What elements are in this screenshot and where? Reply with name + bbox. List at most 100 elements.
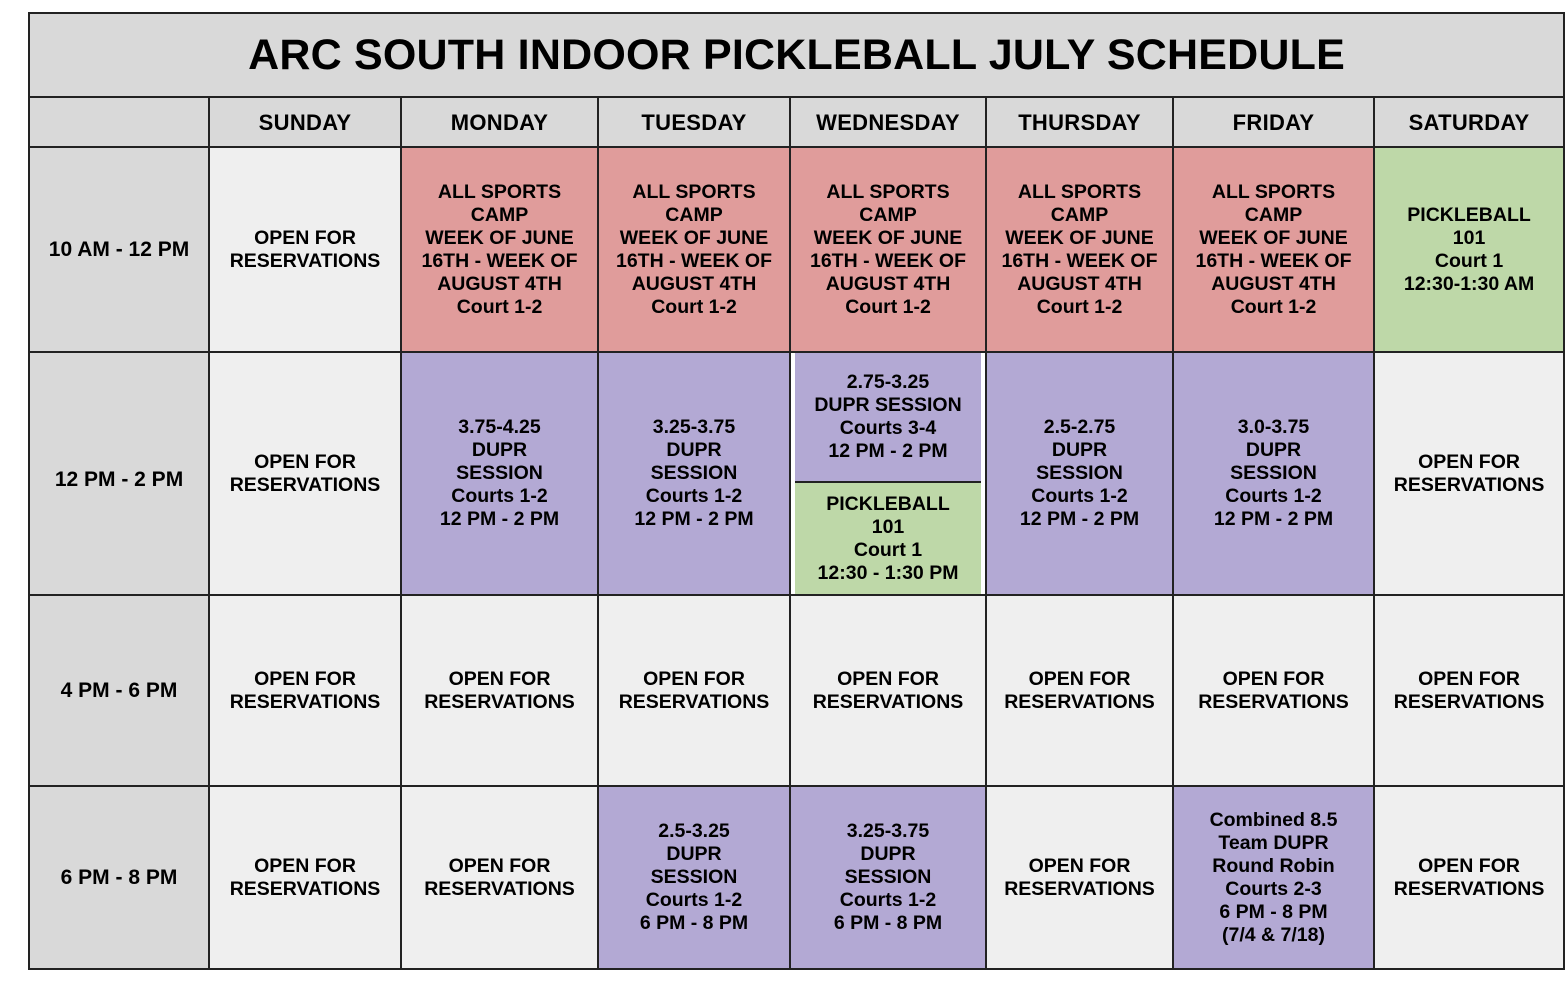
cell-sunday-10am: OPEN FOR RESERVATIONS [208, 146, 402, 353]
cell-text-line: OPEN FOR [837, 667, 939, 690]
cell-text-line: Team DUPR [1218, 831, 1329, 854]
day-header-friday: FRIDAY [1172, 96, 1375, 148]
cell-text-line: CAMP [665, 203, 723, 226]
cell-thursday-4pm: OPEN FOR RESERVATIONS [985, 594, 1174, 787]
corner-cell [28, 96, 210, 148]
cell-text-line: OPEN FOR [1418, 854, 1520, 877]
cell-text-line: 3.25-3.75 [846, 820, 930, 842]
cell-text-line: AUGUST 4TH [1211, 272, 1336, 295]
day-header-wednesday: WEDNESDAY [789, 96, 987, 148]
cell-text-line: 16TH - WEEK OF [1001, 249, 1158, 272]
cell-text-line: Courts 2-3 [1225, 877, 1322, 900]
cell-wednesday-6pm: 3.25-3.75 DUPR SESSION Courts 1-2 6 PM - 8 P… [789, 785, 987, 970]
cell-text-line: RESERVATIONS [424, 877, 575, 900]
cell-text-line: CAMP [470, 203, 529, 226]
cell-text-line: DUPR [1245, 439, 1302, 461]
cell-text-line: PICKLEBALL [826, 492, 950, 515]
cell-text-line: Court 1-2 [456, 295, 543, 318]
cell-text-line: 12 PM - 2 PM [634, 508, 754, 530]
cell-text-line: (7/4 & 7/18) [1222, 923, 1325, 946]
cell-text-line: AUGUST 4TH [437, 272, 562, 295]
cell-text-line: DUPR [666, 843, 722, 865]
cell-text-line: 101 [1452, 226, 1486, 249]
cell-thursday-6pm: OPEN FOR RESERVATIONS [985, 785, 1174, 970]
cell-text-line: RESERVATIONS [229, 473, 381, 496]
cell-monday-12pm: 3.75-4.25 DUPR SESSION Courts 1-2 12 PM - 2 … [400, 351, 599, 596]
wednesday-dupr-session: 2.75-3.25 DUPR SESSION Courts 3-4 12 PM - 2… [795, 353, 981, 483]
cell-text-line: OPEN FOR [448, 667, 551, 690]
cell-text-line: SESSION [1230, 462, 1317, 484]
cell-text-line: 12 PM - 2 PM [828, 440, 948, 462]
cell-wednesday-10am: ALL SPORTS CAMP WEEK OF JUNE 16TH - WEEK OF… [789, 146, 987, 353]
cell-monday-10am: ALL SPORTS CAMP WEEK OF JUNE 16TH - WEEK OF… [400, 146, 599, 353]
time-slot-10am: 10 AM - 12 PM [28, 146, 210, 353]
cell-text-line: RESERVATIONS [1393, 690, 1545, 713]
cell-text-line: WEEK OF JUNE [425, 226, 574, 249]
cell-text-line: Courts 3-4 [839, 417, 937, 439]
cell-text-line: 16TH - WEEK OF [421, 249, 578, 272]
cell-text-line: 2.75-3.25 [846, 371, 930, 393]
cell-text-line: RESERVATIONS [1393, 473, 1545, 496]
cell-text-line: Courts 1-2 [1225, 485, 1322, 507]
wednesday-pickleball-101: PICKLEBALL 101 Court 1 12:30 - 1:30 PM [795, 483, 981, 594]
cell-text-line: Court 1 [1434, 249, 1504, 272]
cell-text-line: OPEN FOR [1222, 667, 1325, 690]
cell-tuesday-10am: ALL SPORTS CAMP WEEK OF JUNE 16TH - WEEK OF… [597, 146, 791, 353]
cell-text-line: OPEN FOR [643, 667, 745, 690]
cell-tuesday-12pm: 3.25-3.75 DUPR SESSION Courts 1-2 12 PM - 2 … [597, 351, 791, 596]
cell-text-line: 12:30 - 1:30 PM [817, 561, 959, 584]
schedule-title: ARC SOUTH INDOOR PICKLEBALL JULY SCHEDUL… [27, 12, 1566, 98]
cell-text-line: SESSION [650, 866, 738, 888]
cell-text-line: Court 1 [853, 538, 923, 561]
cell-text-line: Round Robin [1212, 854, 1335, 877]
cell-text-line: RESERVATIONS [229, 249, 381, 272]
cell-text-line: AUGUST 4TH [825, 272, 951, 295]
cell-tuesday-6pm: 2.5-3.25 DUPR SESSION Courts 1-2 6 PM - 8 PM [597, 785, 791, 970]
cell-text-line: Courts 1-2 [645, 485, 743, 507]
cell-text-line: ALL SPORTS [437, 180, 562, 203]
cell-text-line: WEEK OF JUNE [1199, 226, 1348, 249]
cell-text-line: AUGUST 4TH [1017, 272, 1142, 295]
cell-text-line: DUPR [666, 439, 722, 461]
cell-text-line: 2.5-3.25 [658, 820, 730, 842]
cell-text-line: PICKLEBALL [1407, 203, 1531, 226]
cell-text-line: WEEK OF JUNE [619, 226, 769, 249]
cell-text-line: SESSION [650, 462, 738, 484]
cell-text-line: 16TH - WEEK OF [1195, 249, 1352, 272]
cell-text-line: 6 PM - 8 PM [833, 912, 943, 934]
cell-text-line: CAMP [859, 203, 917, 226]
cell-text-line: DUPR [860, 843, 916, 865]
cell-text-line: ALL SPORTS [1017, 180, 1142, 203]
cell-text-line: SESSION [844, 866, 932, 888]
cell-text-line: SESSION [456, 462, 543, 484]
cell-text-line: Court 1-2 [1230, 295, 1317, 318]
cell-text-line: Court 1-2 [1036, 295, 1123, 318]
day-header-tuesday: TUESDAY [597, 96, 791, 148]
cell-text-line: 6 PM - 8 PM [1219, 900, 1328, 923]
cell-text-line: WEEK OF JUNE [813, 226, 963, 249]
cell-text-line: OPEN FOR [254, 450, 356, 473]
cell-wednesday-12pm: 2.75-3.25 DUPR SESSION Courts 3-4 12 PM - 2… [789, 351, 987, 596]
cell-text-line: Courts 1-2 [839, 889, 937, 911]
cell-text-line: 16TH - WEEK OF [809, 249, 966, 272]
cell-text-line: ALL SPORTS [826, 180, 950, 203]
time-slot-6pm: 6 PM - 8 PM [28, 785, 210, 970]
day-header-saturday: SATURDAY [1372, 96, 1566, 148]
cell-text-line: RESERVATIONS [618, 690, 770, 713]
cell-text-line: ALL SPORTS [1211, 180, 1336, 203]
cell-monday-6pm: OPEN FOR RESERVATIONS [400, 785, 599, 970]
cell-monday-4pm: OPEN FOR RESERVATIONS [400, 594, 599, 787]
day-header-sunday: SUNDAY [208, 96, 402, 148]
cell-text-line: OPEN FOR [1028, 854, 1131, 877]
cell-sunday-12pm: OPEN FOR RESERVATIONS [208, 351, 402, 596]
cell-text-line: RESERVATIONS [812, 690, 964, 713]
cell-text-line: OPEN FOR [254, 667, 356, 690]
cell-text-line: WEEK OF JUNE [1005, 226, 1154, 249]
cell-text-line: 12:30-1:30 AM [1403, 272, 1535, 295]
cell-sunday-6pm: OPEN FOR RESERVATIONS [208, 785, 402, 970]
cell-text-line: OPEN FOR [1418, 450, 1520, 473]
cell-text-line: AUGUST 4TH [631, 272, 757, 295]
cell-text-line: 12 PM - 2 PM [1019, 508, 1140, 530]
cell-text-line: 3.0-3.75 [1237, 416, 1310, 438]
schedule-sheet: ARC SOUTH INDOOR PICKLEBALL JULY SCHEDUL… [27, 12, 1566, 970]
